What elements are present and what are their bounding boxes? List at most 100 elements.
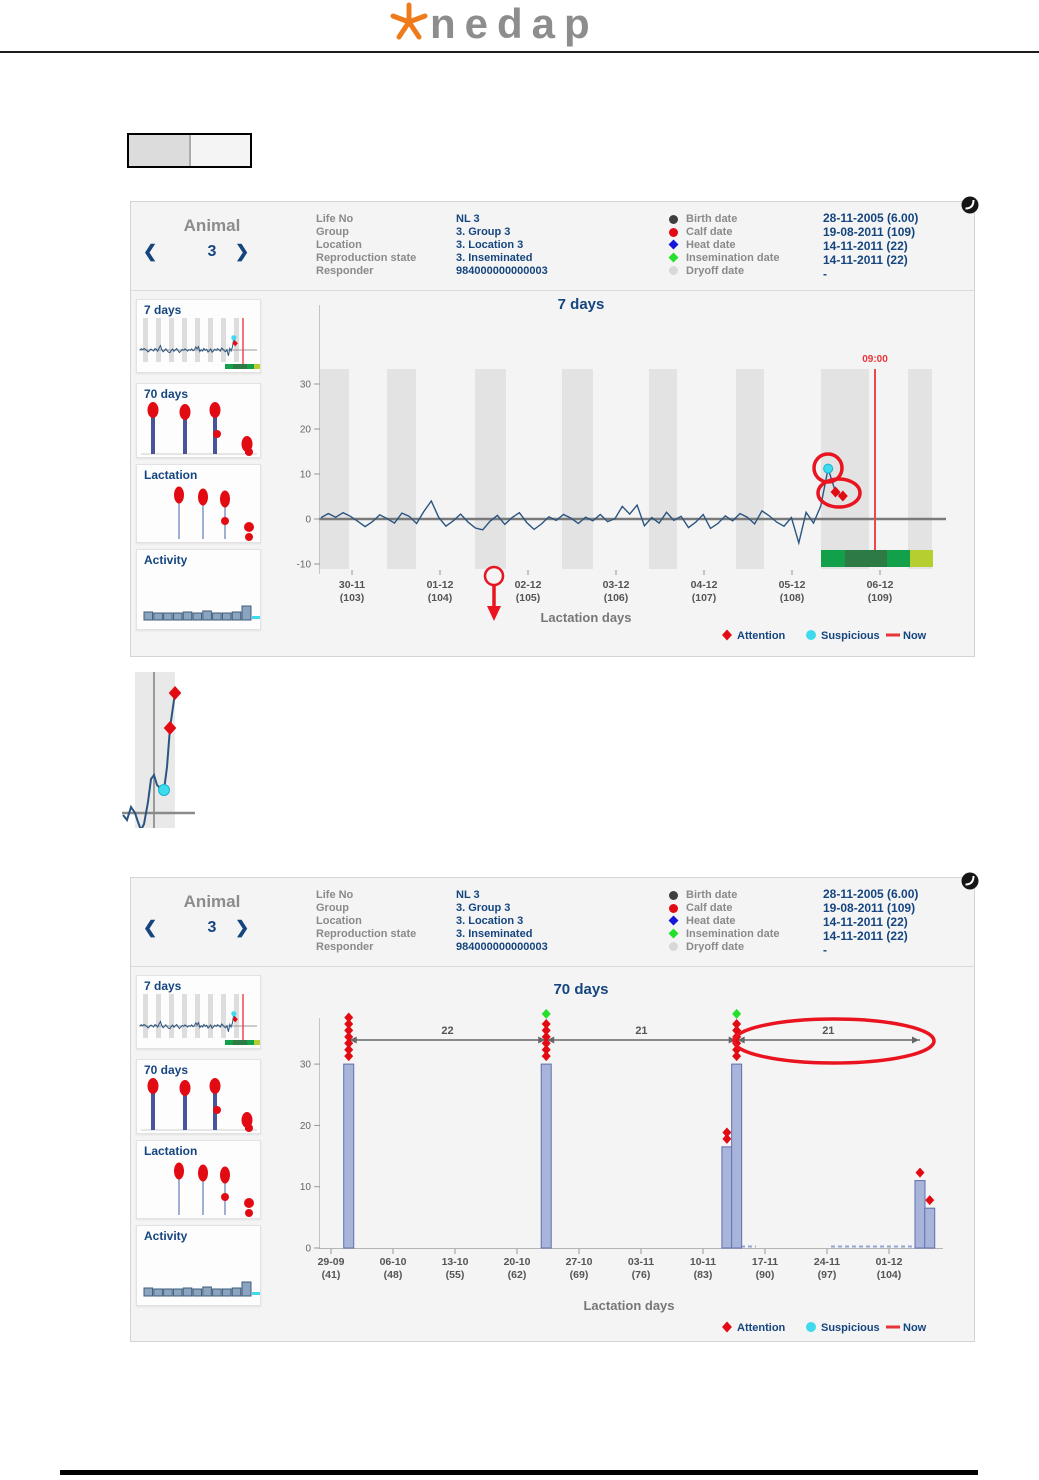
- activity-line: [122, 692, 176, 833]
- event-date-value: 28-11-2005 (6.00): [823, 211, 919, 225]
- x-axis-title: Lactation days: [583, 1298, 674, 1313]
- page-curl-icon[interactable]: [960, 871, 980, 891]
- event-label: Insemination date: [686, 251, 780, 264]
- tab-70-days[interactable]: 70 days: [136, 383, 261, 458]
- x-date-label: 06-10: [380, 1256, 407, 1268]
- activity-bar: [731, 1063, 743, 1249]
- info-row: Responder 984000000000003: [316, 265, 548, 278]
- x-lactation-label: (104): [428, 592, 453, 604]
- next-animal-button[interactable]: ❯: [235, 242, 250, 261]
- attention-marker-icon: [541, 1025, 551, 1036]
- info-value: 3. Group 3: [456, 226, 511, 239]
- animal-label: Animal: [183, 216, 241, 235]
- health-bar-segment: [821, 550, 845, 567]
- event-date-value: -: [823, 942, 827, 957]
- insemination-marker-icon: [732, 1008, 742, 1019]
- x-lactation-label: (107): [692, 592, 717, 604]
- event-dates: 28-11-2005 (6.00) 19-08-2011 (109) 14-11-2…: [823, 211, 919, 281]
- chart-title: 7 days: [558, 296, 605, 313]
- x-date-label: 30-11: [339, 579, 365, 591]
- x-lactation-label: (90): [756, 1269, 775, 1281]
- attention-marker-icon: [344, 1018, 354, 1029]
- event-date-value: 19-08-2011 (109): [823, 900, 916, 915]
- tab-7-days[interactable]: 7 days: [136, 975, 261, 1049]
- tab-activity[interactable]: Activity: [136, 1225, 261, 1306]
- x-axis-title: Lactation days: [540, 610, 631, 625]
- animal-info: Life No NL 3 Group 3. Group 3 Location 3. Loc…: [316, 889, 548, 953]
- attention-marker-icon: [925, 1195, 935, 1206]
- insemination-marker-icon: [541, 1008, 551, 1019]
- toolbar-box-cell-left: [129, 135, 191, 166]
- event-label: Calf date: [686, 902, 733, 915]
- event-legend-item: Dryoff date: [669, 940, 780, 953]
- tab-7-days[interactable]: 7 days: [136, 299, 261, 373]
- chart-title: 70 days: [553, 981, 608, 998]
- event-label: Dryoff date: [686, 264, 745, 277]
- event-marker-icon: [669, 890, 678, 900]
- activity-bar: [924, 1207, 936, 1249]
- event-legend-item: Insemination date: [668, 927, 780, 940]
- thumb-title: 7 days: [144, 303, 182, 317]
- event-dates: 28-11-2005 (6.00) 19-08-2011 (109) 14-11-2…: [823, 887, 918, 957]
- tab-lactation[interactable]: Lactation: [136, 464, 261, 543]
- info-label: Responder: [316, 941, 374, 953]
- event-legend-item: Calf date: [669, 902, 780, 915]
- event-marker-icon: [669, 214, 678, 224]
- x-date-label: 24-11: [814, 1256, 840, 1268]
- info-label: Reproduction state: [316, 252, 417, 265]
- annotation-circle: [483, 565, 505, 587]
- thumb-title: Lactation: [144, 1144, 198, 1158]
- attention-marker-icon: [344, 1025, 354, 1036]
- info-value: 984000000000003: [456, 265, 548, 277]
- x-date-label: 05-12: [779, 579, 806, 591]
- x-lactation-label: (106): [604, 592, 629, 604]
- attention-marker-icon: [722, 1133, 732, 1144]
- tab-70-days[interactable]: 70 days: [136, 1059, 261, 1134]
- y-tick-label: 20: [300, 1121, 312, 1132]
- legend-label: Suspicious: [821, 1322, 880, 1334]
- animal-label: Animal: [183, 892, 241, 911]
- info-row: Life No NL 3: [316, 213, 548, 226]
- event-date-value: 14-11-2011 (22): [823, 238, 908, 253]
- nedap-wordmark: nedap: [430, 0, 599, 47]
- event-date-value: 14-11-2011 (22): [823, 914, 908, 929]
- attention-marker-icon: [163, 721, 177, 735]
- attention-marker-icon: [732, 1044, 742, 1055]
- thumb-chart-1: [139, 318, 260, 369]
- legend-label: Attention: [737, 630, 786, 642]
- info-value: NL 3: [456, 889, 480, 902]
- thumb-chart-3: [174, 486, 254, 541]
- attention-marker-icon: [344, 1012, 354, 1023]
- event-marker-icon: [668, 928, 679, 939]
- thumb-chart-1: [139, 994, 260, 1045]
- suspicious-marker-icon: [158, 784, 170, 796]
- heat-interval-label: 21: [635, 1025, 647, 1037]
- y-tick-label: -10: [297, 560, 312, 571]
- night-band: [649, 369, 677, 569]
- legend-suspicious-icon: [806, 630, 816, 640]
- nedap-logo: nedap: [388, 0, 718, 48]
- thumb-chart-3: [174, 1162, 254, 1217]
- thumb-title: 70 days: [144, 1063, 189, 1077]
- legend-suspicious-icon: [806, 1322, 816, 1332]
- info-label: Group: [316, 226, 349, 239]
- event-date-value: 14-11-2011 (22): [823, 928, 908, 943]
- attention-marker-icon: [168, 686, 182, 700]
- next-animal-button[interactable]: ❯: [235, 918, 250, 937]
- thumb-title: Activity: [144, 1229, 188, 1243]
- event-date-value: -: [823, 266, 827, 281]
- empty-toolbar-box[interactable]: [127, 133, 252, 168]
- event-legend-item: Heat date: [668, 915, 780, 928]
- prev-animal-button[interactable]: ❮: [143, 242, 158, 261]
- event-marker-icon: [669, 903, 678, 913]
- page-curl-icon[interactable]: [960, 195, 980, 215]
- x-lactation-label: (48): [384, 1269, 403, 1281]
- prev-animal-button[interactable]: ❮: [143, 918, 158, 937]
- legend-attention-icon: [722, 1321, 732, 1333]
- event-legend-item: Birth date: [669, 889, 780, 902]
- tab-activity[interactable]: Activity: [136, 549, 261, 630]
- thumb-title: 70 days: [144, 387, 189, 401]
- zoomed-chart-detail-figure: [122, 672, 238, 833]
- tab-lactation[interactable]: Lactation: [136, 1140, 261, 1219]
